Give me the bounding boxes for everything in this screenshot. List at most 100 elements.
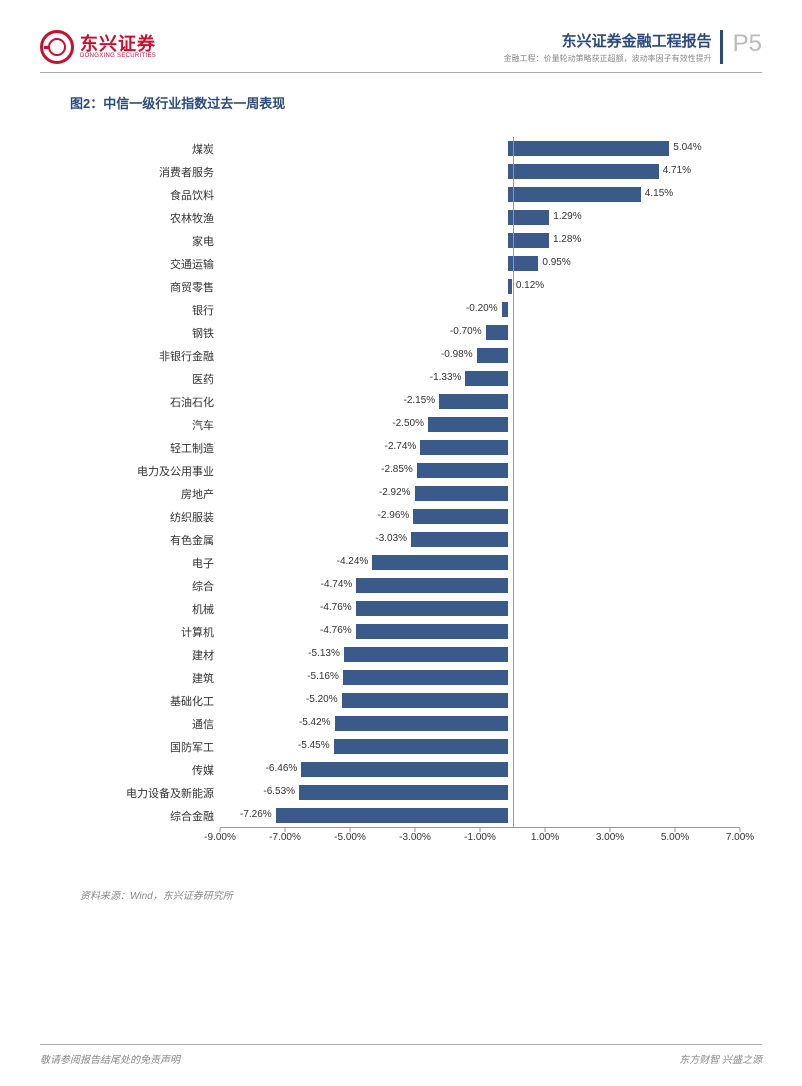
category-label: 钢铁 bbox=[90, 325, 220, 341]
chart-row: 非银行金融 -0.98% bbox=[90, 344, 732, 367]
chart-row: 有色金属-3.03% bbox=[90, 528, 732, 551]
logo-icon bbox=[40, 30, 74, 64]
bar bbox=[420, 440, 508, 455]
chart-row: 石油石化 -2.15% bbox=[90, 390, 732, 413]
chart-row: 农林牧渔 1.29% bbox=[90, 206, 732, 229]
category-label: 农林牧渔 bbox=[90, 210, 220, 226]
category-label: 商贸零售 bbox=[90, 279, 220, 295]
chart-row: 食品饮料 4.15% bbox=[90, 183, 732, 206]
zero-axis-line bbox=[513, 137, 514, 827]
chart-row: 电子-4.24% bbox=[90, 551, 732, 574]
bar bbox=[486, 325, 508, 340]
chart-row: 纺织服装-2.96% bbox=[90, 505, 732, 528]
value-label: -2.15% bbox=[404, 395, 436, 406]
report-title: 东兴证券金融工程报告 bbox=[504, 30, 712, 51]
bar bbox=[356, 624, 508, 639]
bar bbox=[334, 739, 508, 754]
x-tick-label: -3.00% bbox=[399, 832, 431, 843]
chart-row: 煤炭5.04% bbox=[90, 137, 732, 160]
x-tick-label: -1.00% bbox=[464, 832, 496, 843]
bar bbox=[508, 141, 669, 156]
value-label: -2.92% bbox=[379, 487, 411, 498]
chart-row: 电力设备及新能源-6.53% bbox=[90, 781, 732, 804]
category-label: 轻工制造 bbox=[90, 440, 220, 456]
bar bbox=[299, 785, 508, 800]
value-label: -4.24% bbox=[337, 556, 369, 567]
category-label: 非银行金融 bbox=[90, 348, 220, 364]
bar bbox=[508, 279, 512, 294]
value-label: -1.33% bbox=[430, 372, 462, 383]
chart-row: 基础化工-5.20% bbox=[90, 689, 732, 712]
value-label: -3.03% bbox=[375, 533, 407, 544]
bar-chart: 煤炭5.04%消费者服务4.71% 食品饮料 4.15% 农林牧渔 1.29% 家电 1.2… bbox=[90, 137, 732, 847]
value-label: 0.12% bbox=[516, 280, 544, 291]
category-label: 传媒 bbox=[90, 762, 220, 778]
bar bbox=[508, 233, 549, 248]
category-label: 国防军工 bbox=[90, 739, 220, 755]
chart-row: 家电 1.28% bbox=[90, 229, 732, 252]
value-label: -2.85% bbox=[381, 464, 413, 475]
category-label: 电力及公用事业 bbox=[90, 463, 220, 479]
logo-name-cn: 东兴证券 bbox=[80, 35, 156, 53]
chart-row: 消费者服务4.71% bbox=[90, 160, 732, 183]
chart-row: 汽车-2.50% bbox=[90, 413, 732, 436]
bar bbox=[508, 210, 549, 225]
value-label: 4.15% bbox=[645, 188, 673, 199]
footer-slogan: 东方财智 兴盛之源 bbox=[679, 1051, 762, 1066]
bar bbox=[417, 463, 508, 478]
x-tick-label: 3.00% bbox=[596, 832, 624, 843]
chart-row: 医药-1.33% bbox=[90, 367, 732, 390]
category-label: 石油石化 bbox=[90, 394, 220, 410]
category-label: 消费者服务 bbox=[90, 164, 220, 180]
value-label: 1.29% bbox=[553, 211, 581, 222]
category-label: 交通运输 bbox=[90, 256, 220, 272]
chart-row: 建材-5.13% bbox=[90, 643, 732, 666]
x-tick-label: -9.00% bbox=[204, 832, 236, 843]
chart-row: 轻工制造 -2.74% bbox=[90, 436, 732, 459]
value-label: -5.45% bbox=[298, 740, 330, 751]
value-label: -0.20% bbox=[466, 303, 498, 314]
chart-row: 机械-4.76% bbox=[90, 597, 732, 620]
chart-row: 房地产-2.92% bbox=[90, 482, 732, 505]
chart-row: 综合-4.74% bbox=[90, 574, 732, 597]
chart-row: 传媒 -6.46% bbox=[90, 758, 732, 781]
value-label: -6.46% bbox=[266, 763, 298, 774]
bar bbox=[465, 371, 508, 386]
bar bbox=[502, 302, 508, 317]
value-label: -0.70% bbox=[450, 326, 482, 337]
chart-row: 国防军工 -5.45% bbox=[90, 735, 732, 758]
value-label: -2.74% bbox=[385, 441, 417, 452]
category-label: 银行 bbox=[90, 302, 220, 318]
value-label: -0.98% bbox=[441, 349, 473, 360]
category-label: 基础化工 bbox=[90, 693, 220, 709]
value-label: -4.76% bbox=[320, 602, 352, 613]
logo-name-en: DONGXING SECURITIES bbox=[80, 53, 156, 59]
category-label: 综合金融 bbox=[90, 808, 220, 824]
value-label: -5.42% bbox=[299, 717, 331, 728]
category-label: 综合 bbox=[90, 578, 220, 594]
bar bbox=[411, 532, 508, 547]
page-number: P5 bbox=[733, 30, 762, 58]
bar bbox=[508, 164, 659, 179]
value-label: -5.16% bbox=[307, 671, 339, 682]
bar bbox=[342, 693, 508, 708]
value-label: -6.53% bbox=[263, 786, 295, 797]
chart-row: 综合金融-7.26% bbox=[90, 804, 732, 827]
bar bbox=[439, 394, 508, 409]
report-subtitle: 金融工程：价量轮动策略获正超额，波动率因子有效性提升 bbox=[504, 53, 712, 64]
bar bbox=[477, 348, 508, 363]
value-label: -2.96% bbox=[378, 510, 410, 521]
category-label: 食品饮料 bbox=[90, 187, 220, 203]
bar bbox=[356, 601, 508, 616]
bar bbox=[343, 670, 508, 685]
category-label: 汽车 bbox=[90, 417, 220, 433]
chart-row: 商贸零售 0.12% bbox=[90, 275, 732, 298]
bar bbox=[335, 716, 508, 731]
category-label: 家电 bbox=[90, 233, 220, 249]
chart-row: 计算机-4.76% bbox=[90, 620, 732, 643]
page-footer: 敬请参阅报告结尾处的免责声明 东方财智 兴盛之源 bbox=[40, 1044, 762, 1066]
bar bbox=[344, 647, 508, 662]
value-label: 5.04% bbox=[673, 142, 701, 153]
value-label: 1.28% bbox=[553, 234, 581, 245]
bar bbox=[413, 509, 508, 524]
